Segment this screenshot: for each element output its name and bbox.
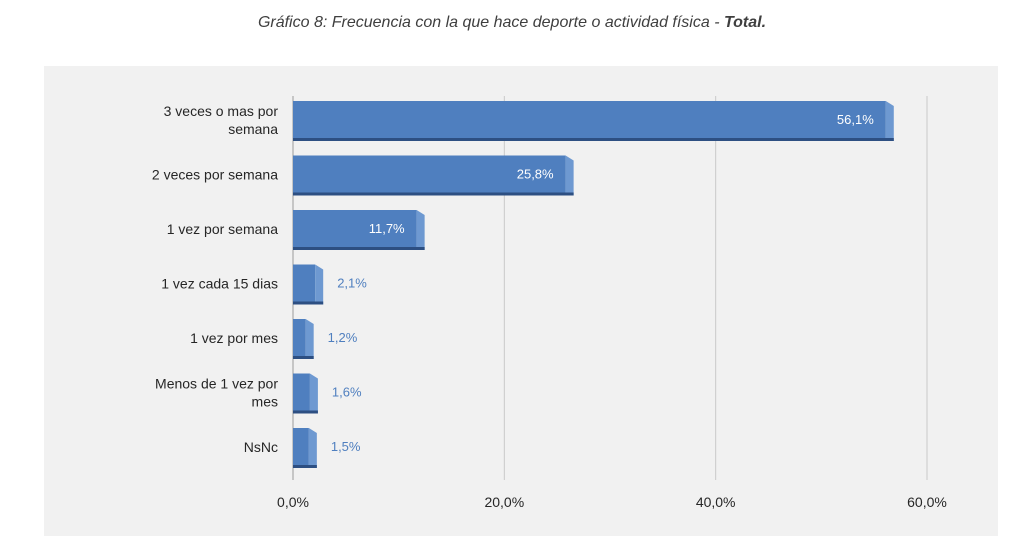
bar-value-label: 11,7% bbox=[369, 221, 405, 236]
x-tick-label: 60,0% bbox=[907, 494, 947, 510]
bar-bottom-edge bbox=[293, 356, 314, 359]
category-label-line: 1 vez por semana bbox=[167, 221, 278, 237]
bar-bottom-edge bbox=[293, 138, 894, 141]
category-label: 3 veces o mas por semana bbox=[164, 103, 279, 137]
bar-side-face bbox=[315, 264, 324, 305]
x-tick-label: 40,0% bbox=[696, 494, 736, 510]
bar-bottom-edge bbox=[293, 192, 574, 196]
x-tick-label: 0,0% bbox=[277, 494, 309, 510]
category-label-line: 1 vez por mes bbox=[190, 330, 278, 346]
category-label: 1 vez cada 15 dias bbox=[161, 276, 278, 292]
chart-title: Gráfico 8: Frecuencia con la que hace de… bbox=[0, 14, 1024, 32]
category-label-line: semana bbox=[228, 121, 278, 137]
bar-value-label: 56,1% bbox=[837, 112, 874, 127]
category-label-line: Menos de 1 vez por bbox=[155, 376, 278, 392]
category-label-line: NsNc bbox=[244, 439, 278, 455]
bar-value-label: 1,5% bbox=[331, 439, 361, 454]
bar-side-face bbox=[885, 101, 894, 141]
category-label-line: mes bbox=[252, 394, 278, 410]
bar-side-face bbox=[416, 210, 425, 250]
category-label-line: 1 vez cada 15 dias bbox=[161, 276, 278, 292]
category-label: 2 veces por semana bbox=[152, 167, 278, 183]
bar bbox=[293, 264, 316, 302]
bar-bottom-edge bbox=[293, 410, 318, 414]
category-label: 1 vez por mes bbox=[190, 330, 278, 346]
chart-title-separator: - bbox=[709, 14, 724, 31]
bar bbox=[293, 373, 310, 411]
x-tick-label: 20,0% bbox=[484, 494, 524, 510]
bar-value-label: 25,8% bbox=[517, 167, 554, 182]
category-label: Menos de 1 vez por mes bbox=[155, 376, 278, 410]
bar-bottom-edge bbox=[293, 301, 324, 305]
category-label-line: 3 veces o mas por bbox=[164, 103, 279, 119]
bar bbox=[293, 101, 886, 138]
bar bbox=[293, 319, 306, 356]
chart-title-main: Gráfico 8: Frecuencia con la que hace de… bbox=[257, 14, 710, 31]
bar-value-label: 1,2% bbox=[328, 330, 358, 345]
category-label: 1 vez por semana bbox=[167, 221, 278, 237]
bar-side-face bbox=[309, 373, 318, 414]
bar-side-face bbox=[565, 155, 574, 196]
bar bbox=[293, 210, 417, 247]
chart-panel bbox=[44, 66, 998, 536]
bar bbox=[293, 428, 309, 465]
category-label: NsNc bbox=[244, 439, 278, 455]
bar-bottom-edge bbox=[293, 465, 317, 468]
category-label-line: 2 veces por semana bbox=[152, 167, 278, 183]
chart-title-emphasis: Total. bbox=[723, 14, 767, 31]
bar-value-label: 1,6% bbox=[332, 385, 362, 400]
bar-value-label: 2,1% bbox=[337, 276, 367, 291]
bar bbox=[293, 155, 566, 193]
bar-bottom-edge bbox=[293, 247, 425, 250]
bar-side-face bbox=[305, 319, 314, 359]
bar-side-face bbox=[308, 428, 317, 468]
